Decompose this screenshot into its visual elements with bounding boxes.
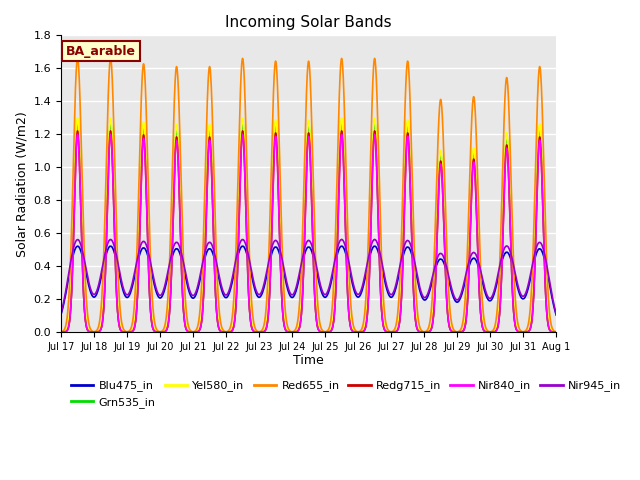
X-axis label: Time: Time	[293, 354, 324, 367]
Text: BA_arable: BA_arable	[66, 45, 136, 58]
Y-axis label: Solar Radiation (W/m2): Solar Radiation (W/m2)	[15, 111, 28, 256]
Legend: Blu475_in, Grn535_in, Yel580_in, Red655_in, Redg715_in, Nir840_in, Nir945_in: Blu475_in, Grn535_in, Yel580_in, Red655_…	[67, 376, 626, 412]
Title: Incoming Solar Bands: Incoming Solar Bands	[225, 15, 392, 30]
